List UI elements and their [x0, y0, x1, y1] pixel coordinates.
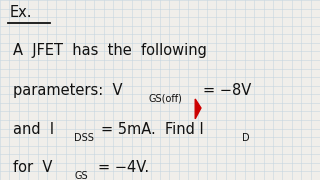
- Polygon shape: [195, 99, 201, 119]
- Text: DSS: DSS: [74, 133, 93, 143]
- Text: = −4V.: = −4V.: [98, 160, 149, 175]
- Text: A  JFET  has  the  following: A JFET has the following: [13, 43, 207, 58]
- Text: GS(off): GS(off): [149, 94, 183, 104]
- Text: parameters:  V: parameters: V: [13, 83, 122, 98]
- Text: = 5mA.  Find I: = 5mA. Find I: [101, 122, 204, 137]
- Text: Ex.: Ex.: [10, 5, 32, 20]
- Text: and  I: and I: [13, 122, 54, 137]
- Text: D: D: [242, 133, 249, 143]
- Text: for  V: for V: [13, 160, 52, 175]
- Text: = −8V: = −8V: [203, 83, 252, 98]
- Text: GS: GS: [74, 171, 88, 180]
